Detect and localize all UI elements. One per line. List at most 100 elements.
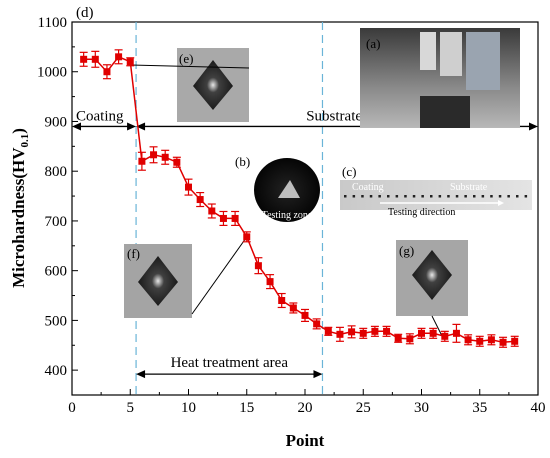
- inset-c-dot-7: [404, 195, 407, 198]
- data-point-1: [91, 55, 99, 63]
- inset-c: Coating Substrate Testing direction (c): [340, 164, 532, 218]
- x-tick-label-8: 40: [531, 400, 546, 416]
- data-point-15: [254, 262, 262, 270]
- data-point-28: [406, 335, 414, 343]
- substrate-label: Substrate: [306, 108, 362, 124]
- y-tick-label-7: 1100: [38, 15, 67, 31]
- region-separators: [135, 22, 324, 395]
- inset-f-label: (f): [127, 246, 140, 261]
- y-tick-label-5: 900: [45, 114, 68, 130]
- data-point-18: [289, 304, 297, 312]
- inset-c-coating: Coating: [352, 182, 384, 193]
- x-tick-label-1: 5: [127, 400, 135, 416]
- data-point-7: [161, 153, 169, 161]
- inset-c-dot-11: [438, 195, 442, 198]
- inset-c-dot-21: [524, 195, 528, 198]
- inset-c-dot-10: [430, 195, 433, 198]
- y-tick-label-4: 800: [45, 164, 68, 180]
- inset-c-dot-19: [507, 195, 510, 198]
- data-point-24: [359, 329, 367, 337]
- panel-d-label: (d): [76, 5, 94, 21]
- data-point-27: [394, 334, 402, 342]
- heat-treatment-label: Heat treatment area: [171, 355, 289, 371]
- heat-treatment-arrow-head-left: [136, 370, 146, 379]
- data-point-34: [476, 337, 484, 345]
- data-point-8: [173, 158, 181, 166]
- inset-c-dot-1: [352, 195, 356, 198]
- inset-b: (b) Testing zone: [235, 154, 320, 222]
- coating-arrow-head-left: [72, 122, 81, 131]
- data-point-12: [219, 214, 227, 222]
- y-tick-label-3: 700: [45, 214, 68, 230]
- inset-e: (e): [177, 48, 249, 122]
- inset-c-dot-15: [473, 195, 476, 198]
- data-point-22: [336, 330, 344, 338]
- x-axis-title: Point: [286, 431, 325, 450]
- substrate-arrow-head-right: [529, 122, 538, 131]
- data-point-3: [115, 53, 123, 61]
- inset-c-dot-2: [361, 195, 364, 198]
- data-point-19: [301, 311, 309, 319]
- inset-c-dot-4: [378, 195, 381, 198]
- data-point-4: [126, 58, 134, 66]
- inset-c-indent-dots: [344, 195, 528, 198]
- substrate-arrow-head-left: [136, 122, 146, 131]
- data-point-25: [371, 327, 379, 335]
- inset-c-dot-14: [464, 195, 467, 198]
- inset-g-pointer: [431, 315, 443, 337]
- inset-g-label: (g): [399, 243, 414, 258]
- data-point-5: [138, 157, 146, 165]
- inset-a-label: (a): [366, 36, 380, 51]
- inset-c-dot-18: [498, 195, 502, 198]
- inset-c-dot-6: [395, 195, 399, 198]
- data-point-6: [150, 151, 158, 159]
- data-point-21: [324, 327, 332, 335]
- inset-a: (a): [360, 28, 520, 128]
- data-point-30: [429, 329, 437, 337]
- data-point-11: [208, 207, 216, 215]
- data-point-0: [80, 55, 88, 63]
- data-point-23: [348, 328, 356, 336]
- x-tick-label-5: 25: [356, 400, 371, 416]
- y-tick-label-6: 1000: [37, 65, 67, 81]
- y-tick-label-2: 600: [45, 264, 68, 280]
- inset-c-substrate: Substrate: [450, 182, 488, 193]
- inset-g: (g): [396, 240, 468, 316]
- inset-c-dot-13: [455, 195, 459, 198]
- data-point-26: [383, 327, 391, 335]
- data-point-37: [511, 337, 519, 345]
- inset-c-label: (c): [342, 164, 356, 179]
- data-point-9: [185, 183, 192, 191]
- data-point-33: [464, 336, 472, 344]
- y-tick-label-1: 500: [45, 313, 68, 329]
- inset-c-dot-12: [447, 195, 450, 198]
- axes: 0 5 10 15 20 25 30 35 40 400 500 600 700 800 900 1000 11…: [37, 15, 546, 416]
- data-point-16: [266, 278, 274, 286]
- x-tick-label-7: 35: [472, 400, 487, 416]
- x-tick-label-2: 10: [181, 400, 196, 416]
- x-tick-label-4: 20: [298, 400, 313, 416]
- data-point-13: [231, 214, 239, 222]
- inset-c-dot-0: [344, 195, 347, 198]
- data-point-14: [243, 233, 251, 241]
- inset-c-dot-9: [421, 195, 424, 198]
- inset-b-text: Testing zone: [262, 210, 313, 221]
- microhardness-series: [79, 49, 519, 348]
- y-axis-title-sub: 0.1: [19, 134, 31, 148]
- data-point-35: [487, 336, 495, 344]
- data-point-36: [499, 338, 507, 346]
- inset-e-pointer: [130, 64, 250, 69]
- coating-label: Coating: [76, 108, 124, 124]
- heat-treatment-arrow-head-right: [313, 370, 323, 379]
- inset-b-label: (b): [235, 154, 250, 169]
- data-point-29: [418, 329, 425, 337]
- coating-arrow-head-right: [127, 122, 137, 131]
- data-point-2: [103, 68, 111, 76]
- inset-c-direction: Testing direction: [388, 207, 455, 218]
- data-point-20: [313, 320, 321, 328]
- x-tick-label-0: 0: [68, 400, 76, 416]
- y-axis-title-main: Microhardness(HV: [9, 147, 28, 288]
- inset-c-dot-20: [516, 195, 519, 198]
- y-axis-title-close: ): [9, 128, 28, 134]
